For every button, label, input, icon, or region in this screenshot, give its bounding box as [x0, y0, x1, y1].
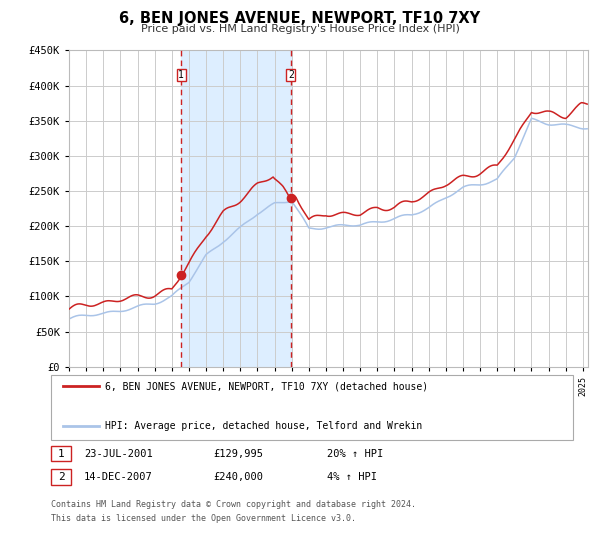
- Text: 20% ↑ HPI: 20% ↑ HPI: [327, 449, 383, 459]
- Text: 23-JUL-2001: 23-JUL-2001: [84, 449, 153, 459]
- Text: 1: 1: [178, 70, 184, 80]
- Text: Price paid vs. HM Land Registry's House Price Index (HPI): Price paid vs. HM Land Registry's House …: [140, 24, 460, 34]
- Text: 4% ↑ HPI: 4% ↑ HPI: [327, 472, 377, 482]
- Bar: [181, 50, 291, 367]
- Text: HPI: Average price, detached house, Telford and Wrekin: HPI: Average price, detached house, Telf…: [105, 421, 422, 431]
- Text: £240,000: £240,000: [213, 472, 263, 482]
- Text: Contains HM Land Registry data © Crown copyright and database right 2024.: Contains HM Land Registry data © Crown c…: [51, 500, 416, 508]
- Text: 2: 2: [288, 70, 294, 80]
- Text: £129,995: £129,995: [213, 449, 263, 459]
- Text: This data is licensed under the Open Government Licence v3.0.: This data is licensed under the Open Gov…: [51, 514, 356, 522]
- Text: 14-DEC-2007: 14-DEC-2007: [84, 472, 153, 482]
- Text: 6, BEN JONES AVENUE, NEWPORT, TF10 7XY (detached house): 6, BEN JONES AVENUE, NEWPORT, TF10 7XY (…: [105, 381, 428, 391]
- Text: 6, BEN JONES AVENUE, NEWPORT, TF10 7XY: 6, BEN JONES AVENUE, NEWPORT, TF10 7XY: [119, 11, 481, 26]
- Text: 1: 1: [58, 449, 65, 459]
- Text: 2: 2: [58, 472, 65, 482]
